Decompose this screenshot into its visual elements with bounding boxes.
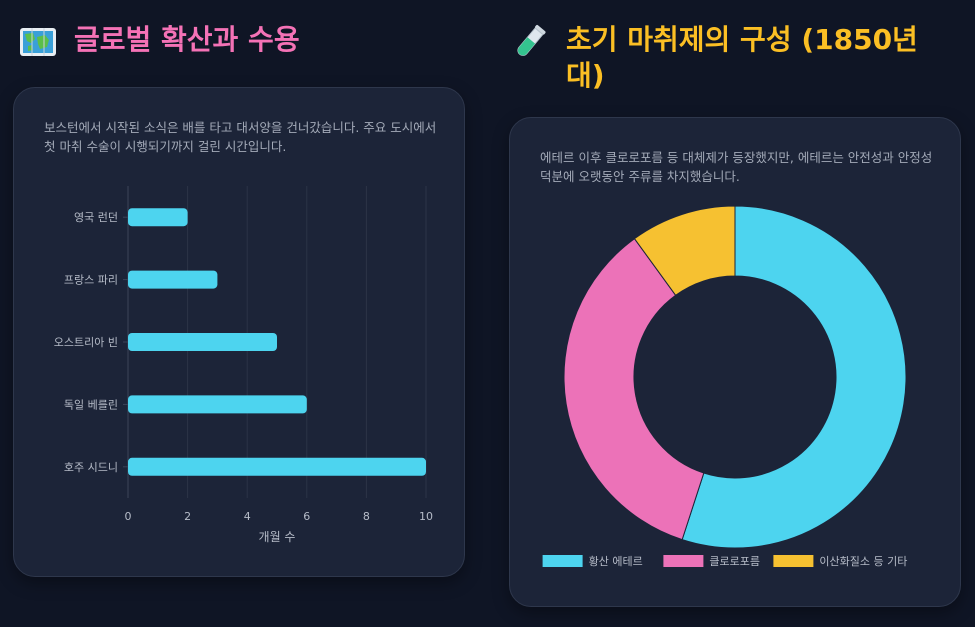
y-tick-label: 호주 시드니 bbox=[64, 461, 118, 474]
x-tick-label: 0 bbox=[125, 510, 132, 523]
y-tick-label: 영국 런던 bbox=[74, 211, 118, 224]
legend-swatch bbox=[663, 555, 704, 567]
bar bbox=[128, 333, 277, 351]
y-tick-label: 오스트리아 빈 bbox=[54, 336, 118, 349]
x-tick-label: 4 bbox=[244, 510, 251, 523]
y-tick-label: 프랑스 파리 bbox=[64, 274, 118, 287]
right-description: 에테르 이후 클로로포름 등 대체제가 등장했지만, 에테르는 안전성과 안정성… bbox=[540, 150, 933, 184]
x-tick-label: 8 bbox=[363, 510, 370, 523]
legend-swatch bbox=[773, 555, 814, 567]
test-tube-icon bbox=[517, 24, 546, 56]
doughnut-slice bbox=[633, 205, 736, 296]
bar bbox=[128, 208, 188, 227]
legend-label: 클로로포름 bbox=[709, 555, 760, 568]
doughnut-slice bbox=[681, 205, 907, 549]
y-tick-label: 독일 베를린 bbox=[64, 397, 118, 411]
legend-label: 이산화질소 등 기타 bbox=[819, 555, 907, 568]
left-section-title: 글로벌 확산과 수용 bbox=[18, 22, 300, 62]
left-title-text: 글로벌 확산과 수용 bbox=[74, 23, 300, 56]
left-chart-card: 보스턴에서 시작된 소식은 배를 타고 대서양을 건너갔습니다. 주요 도시에서… bbox=[13, 87, 465, 577]
x-tick-label: 10 bbox=[419, 510, 433, 523]
right-title-text: 초기 마취제의 구성 (1850년대) bbox=[566, 23, 918, 92]
x-tick-label: 2 bbox=[184, 510, 191, 523]
bar bbox=[128, 395, 307, 414]
legend-swatch bbox=[542, 555, 583, 567]
doughnut-slice bbox=[563, 237, 705, 541]
right-section-title: 초기 마취제의 구성 (1850년대) bbox=[510, 22, 930, 94]
bar bbox=[128, 270, 218, 289]
x-tick-label: 6 bbox=[303, 510, 310, 523]
right-chart-card: 에테르 이후 클로로포름 등 대체제가 등장했지만, 에테르는 안전성과 안정성… bbox=[509, 117, 961, 607]
doughnut-chart: 황산 에테르 클로로포름 이산화질소 등 기타 bbox=[542, 205, 907, 568]
bar bbox=[128, 457, 426, 476]
x-axis-label: 개월 수 bbox=[259, 530, 296, 544]
legend-label: 황산 에테르 bbox=[589, 555, 643, 568]
left-description: 보스턴에서 시작된 소식은 배를 타고 대서양을 건너갔습니다. 주요 도시에서… bbox=[44, 120, 437, 154]
world-map-icon bbox=[20, 28, 56, 56]
